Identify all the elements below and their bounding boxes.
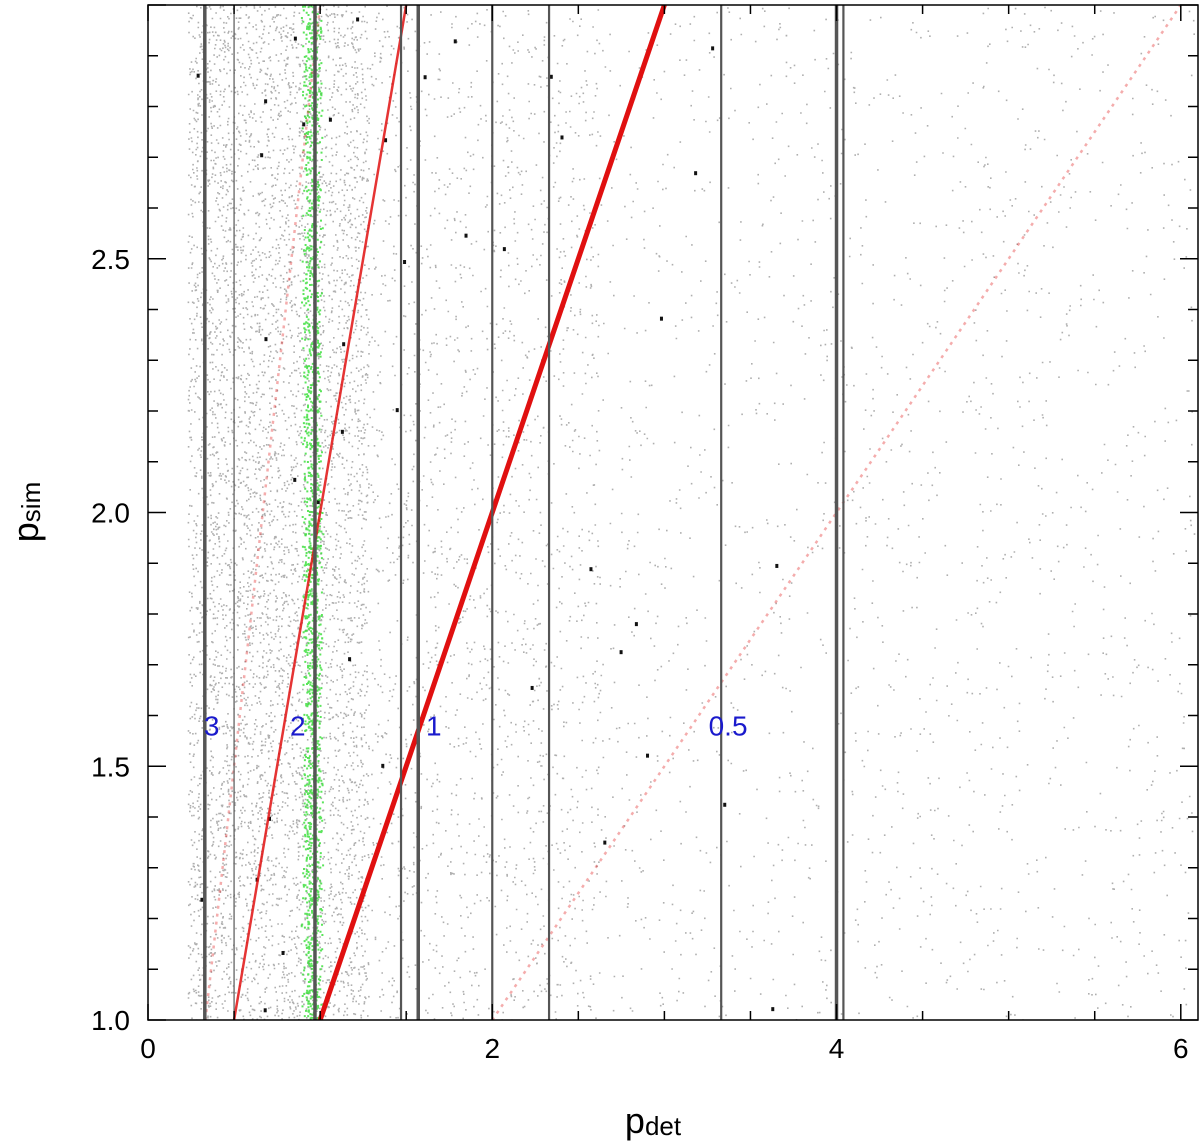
ratio-line-2 xyxy=(232,5,408,1020)
ratio-lines xyxy=(204,5,1182,1020)
scatter-dark-point xyxy=(711,46,715,51)
scatter-dark-point xyxy=(316,500,320,505)
green-band-points xyxy=(300,5,325,1020)
y-axis-label-sub: sim xyxy=(16,482,46,522)
scatter-dark-point xyxy=(268,816,272,821)
scatter-dark-point xyxy=(264,337,268,342)
vertical-lines xyxy=(203,5,845,1020)
ratio-line-3 xyxy=(204,5,322,1020)
ratio-annotation: 2 xyxy=(290,711,306,742)
scatter-dark-point xyxy=(340,429,344,434)
y-axis-label-main: p xyxy=(5,522,46,542)
scatter-dark-point xyxy=(395,408,399,413)
scatter-dark-point xyxy=(381,763,385,768)
scatter-dark-point xyxy=(263,1008,267,1013)
scatter-dark-point xyxy=(619,650,623,655)
x-axis-label-main: p xyxy=(625,1100,645,1141)
axis-ticks: 0 2 4 6 1.0 1.5 2.0 2.5 xyxy=(91,4,1198,1064)
scatter-dark-point xyxy=(423,75,427,80)
x-axis-label: pdet xyxy=(625,1100,682,1141)
y-tick-label: 1.0 xyxy=(91,1005,130,1036)
y-tick-label: 2.5 xyxy=(91,244,130,275)
scatter-dark-point xyxy=(771,1007,775,1012)
scatter-dark-point xyxy=(384,138,388,143)
scatter-dark-point xyxy=(646,753,650,758)
scatter-dark-point xyxy=(281,950,285,955)
scatter-dark-point xyxy=(264,99,268,104)
scatter-dark-point xyxy=(196,73,200,78)
scatter-dark-point xyxy=(260,153,264,158)
scatter-dark-point xyxy=(634,622,638,627)
scatter-dark-point xyxy=(502,247,506,252)
y-tick-label: 1.5 xyxy=(91,751,130,782)
scatter-dark-point xyxy=(356,17,360,22)
scatter-dark-point xyxy=(775,563,779,568)
x-axis-label-sub: det xyxy=(645,1111,682,1141)
x-tick-label: 0 xyxy=(140,1033,156,1064)
ratio-annotation: 0.5 xyxy=(709,711,748,742)
scatter-dark-point xyxy=(694,171,698,176)
green-band xyxy=(300,5,325,1020)
scatter-dark-point xyxy=(348,657,352,662)
scatter-dark-point xyxy=(589,567,593,572)
x-tick-label: 2 xyxy=(484,1033,500,1064)
scatter-dark-point xyxy=(293,36,297,41)
y-axis-label: psim xyxy=(5,482,46,542)
scatter-points xyxy=(187,5,1196,1020)
scatter-dark-point xyxy=(549,74,553,79)
y-tick-label: 2.0 xyxy=(91,498,130,529)
scatter-cloud xyxy=(187,5,1196,1020)
ratio-annotations: 3 2 1 0.5 xyxy=(204,711,748,742)
scatter-dark-point xyxy=(328,117,332,122)
scatter-dark-point xyxy=(530,685,534,690)
plot-frame xyxy=(147,4,1199,1021)
scatter-dark-point xyxy=(342,342,346,347)
x-tick-label: 4 xyxy=(829,1033,845,1064)
scatter-dark-point xyxy=(560,135,564,140)
scatter-dark-point xyxy=(464,233,468,238)
ratio-annotation: 3 xyxy=(204,711,220,742)
scatter-dark-point xyxy=(723,802,727,807)
scatter-dark-point xyxy=(453,39,457,44)
scatter-dark-point xyxy=(603,840,607,845)
x-tick-label: 6 xyxy=(1173,1033,1189,1064)
scatter-dark-point xyxy=(293,477,297,482)
scatter-dark-point xyxy=(200,897,204,902)
scatter-dark-point xyxy=(659,316,663,321)
ratio-annotation: 1 xyxy=(426,711,442,742)
scatter-dark-point xyxy=(403,259,407,264)
scatter-dark-point xyxy=(302,122,306,127)
